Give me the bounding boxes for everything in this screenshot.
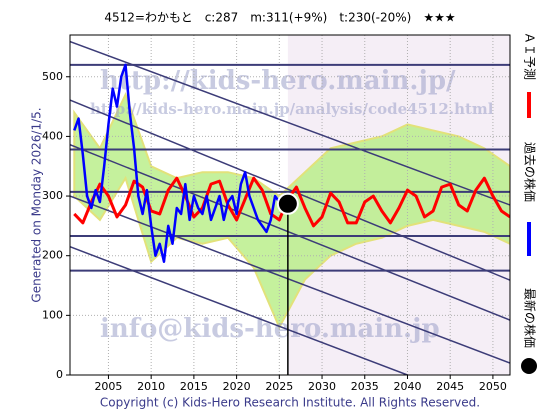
trend-line — [70, 40, 510, 206]
x-tick-label: 2035 — [351, 380, 379, 393]
legend-label: 最新の株価 — [523, 288, 538, 348]
trend-line — [70, 99, 510, 281]
plot-frame — [69, 34, 511, 376]
x-tick-label: 2050 — [479, 380, 507, 393]
series-line — [73, 63, 289, 263]
trend-line — [70, 195, 510, 364]
watermark: info@kids-hero.main.jp — [100, 314, 440, 344]
watermark: http://kids-hero.main.jp/analysis/code45… — [90, 100, 494, 118]
legend-label: 過去の株価 — [523, 142, 538, 202]
side-note: Generated on Monday 2026/1/5. — [30, 107, 44, 302]
x-tick-label: 2020 — [223, 380, 251, 393]
trend-line — [70, 144, 510, 321]
trend-line — [70, 246, 408, 375]
x-tick-label: 2015 — [180, 380, 208, 393]
y-tick-label: 400 — [42, 129, 63, 142]
x-tick-label: 2010 — [137, 380, 165, 393]
y-tick-label: 100 — [42, 308, 63, 321]
chart-title: 4512=わかもと c:287 m:311(+9%) t:230(-20%) ★… — [104, 11, 455, 25]
watermark: http://kids-hero.main.jp/ — [100, 66, 456, 96]
x-tick-label: 2030 — [308, 380, 336, 393]
latest-point — [276, 192, 299, 215]
x-tick-label: 2040 — [393, 380, 421, 393]
y-tick-label: 300 — [42, 189, 63, 202]
x-tick-label: 2045 — [436, 380, 464, 393]
legend-label: ＡＩ予測 — [523, 32, 537, 80]
y-tick-label: 0 — [56, 368, 63, 381]
x-tick-label: 2005 — [94, 380, 122, 393]
legend-swatch — [521, 358, 537, 374]
x-tick-label: 2025 — [265, 380, 293, 393]
y-tick-label: 500 — [42, 70, 63, 83]
y-tick-label: 200 — [42, 249, 63, 262]
plot-area: http://kids-hero.main.jp/http://kids-her… — [70, 35, 510, 375]
copyright: Copyright (c) Kids-Hero Research Institu… — [100, 396, 480, 410]
